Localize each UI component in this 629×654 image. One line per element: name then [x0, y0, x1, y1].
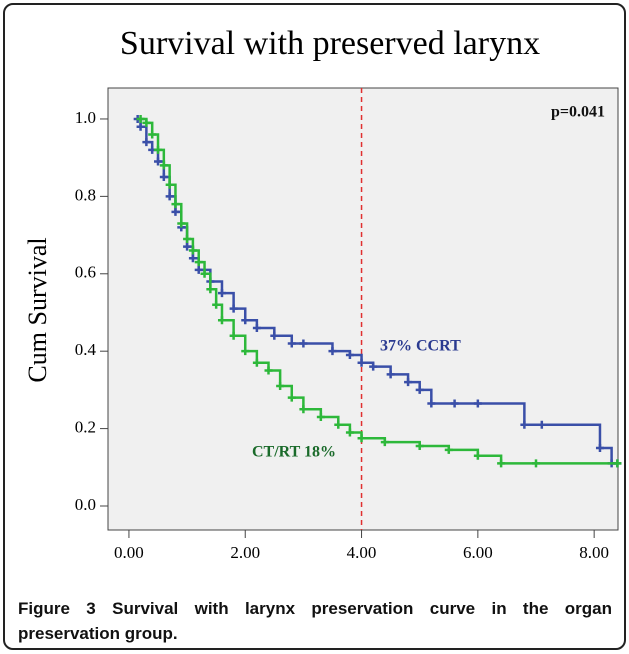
censor-mark: [328, 347, 337, 356]
censor-mark: [537, 420, 546, 429]
censor-mark: [252, 323, 261, 332]
censor-mark: [200, 269, 209, 278]
censor-mark: [287, 339, 296, 348]
censor-mark: [264, 366, 273, 375]
censor-mark: [444, 445, 453, 454]
annotation: 37% CCRT: [380, 338, 461, 355]
censor-mark: [142, 118, 151, 127]
y-tick-label: 0.2: [75, 418, 96, 437]
frame: [3, 3, 626, 650]
censor-mark: [415, 385, 424, 394]
censor-mark: [136, 122, 145, 131]
censor-mark: [217, 289, 226, 298]
censor-mark: [287, 393, 296, 402]
censor-mark: [171, 207, 180, 216]
y-axis-label: Cum Survival: [23, 237, 52, 382]
censor-mark: [212, 300, 221, 309]
annotation: p=0.041: [551, 104, 605, 121]
y-tick-label: 0.0: [75, 495, 96, 514]
censor-mark: [404, 378, 413, 387]
censor-mark: [520, 420, 529, 429]
censor-mark: [386, 370, 395, 379]
censor-mark: [229, 331, 238, 340]
x-tick-label: 4.00: [347, 543, 377, 562]
censor-mark: [154, 145, 163, 154]
caption-text: Survival with larynx preservation curve …: [18, 599, 612, 643]
censor-mark: [497, 459, 506, 468]
censor-mark: [206, 285, 215, 294]
censor-mark: [345, 428, 354, 437]
censor-mark: [299, 405, 308, 414]
censor-mark: [595, 443, 604, 452]
x-tick-label: 6.00: [463, 543, 493, 562]
censor-mark: [142, 138, 151, 147]
censor-mark: [299, 339, 308, 348]
caption: Figure 3 Survival with larynx preservati…: [18, 596, 612, 646]
censor-mark: [357, 434, 366, 443]
censor-mark: [148, 130, 157, 139]
censor-mark: [270, 331, 279, 340]
censor-mark: [357, 358, 366, 367]
censor-mark: [159, 161, 168, 170]
censor-mark: [613, 459, 622, 468]
censor-mark: [183, 242, 192, 251]
censor-mark: [183, 234, 192, 243]
censor-mark: [415, 442, 424, 451]
censor-mark: [241, 316, 250, 325]
censor-mark: [369, 362, 378, 371]
y-tick-label: 0.4: [75, 340, 97, 359]
censor-mark: [252, 358, 261, 367]
censor-mark: [194, 265, 203, 274]
censor-mark: [345, 351, 354, 360]
censor-mark: [177, 219, 186, 228]
censor-mark: [473, 399, 482, 408]
censor-mark: [159, 173, 168, 182]
censor-mark: [473, 451, 482, 460]
censor-mark: [450, 399, 459, 408]
censor-mark: [136, 114, 145, 123]
x-tick-label: 0.00: [114, 543, 144, 562]
y-tick-label: 0.6: [75, 263, 96, 282]
censor-mark: [229, 304, 238, 313]
censor-mark: [276, 382, 285, 391]
x-tick-label: 2.00: [230, 543, 260, 562]
censor-mark: [427, 399, 436, 408]
censor-mark: [165, 180, 174, 189]
censor-mark: [380, 438, 389, 447]
censor-mark: [165, 192, 174, 201]
censor-mark: [171, 200, 180, 209]
censor-mark: [241, 347, 250, 356]
censor-mark: [194, 258, 203, 267]
censor-mark: [334, 420, 343, 429]
censor-mark: [316, 412, 325, 421]
censor-mark: [532, 459, 541, 468]
plot-area: [107, 87, 619, 531]
x-tick-label: 8.00: [579, 543, 609, 562]
censor-mark: [188, 254, 197, 263]
censor-mark: [154, 157, 163, 166]
chart-title: Survival with preserved larynx: [120, 25, 540, 62]
caption-label: Figure 3: [18, 599, 96, 618]
censor-mark: [217, 316, 226, 325]
y-tick-label: 1.0: [75, 108, 96, 127]
censor-mark: [188, 246, 197, 255]
annotation: CT/RT 18%: [252, 444, 336, 461]
y-tick-label: 0.8: [75, 185, 96, 204]
